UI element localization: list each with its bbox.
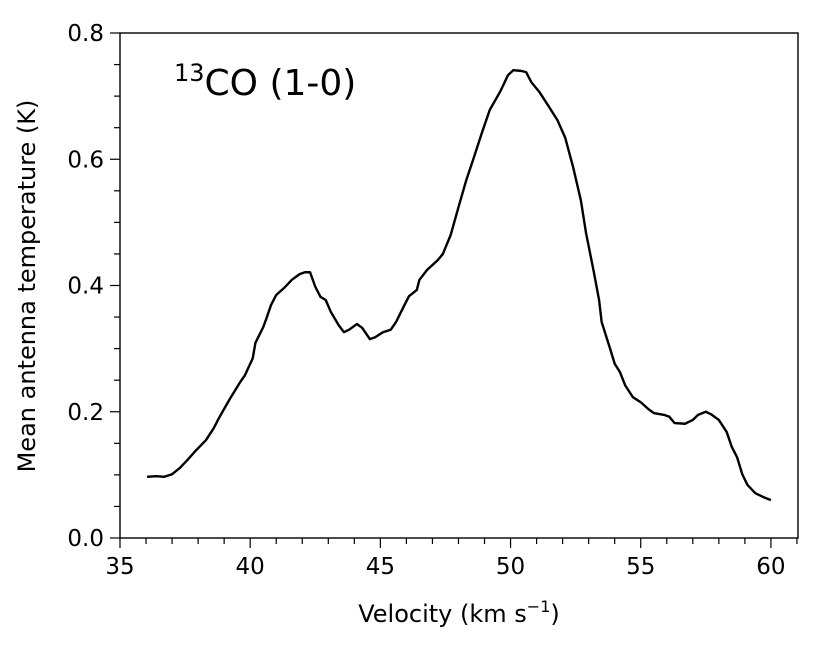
x-tick-label: 35 bbox=[105, 554, 134, 580]
y-axis-label: Mean antenna temperature (K) bbox=[13, 100, 41, 473]
x-tick-label: 60 bbox=[756, 554, 785, 580]
annotation-text: CO (1-0) bbox=[205, 63, 357, 104]
plot-frame bbox=[119, 32, 799, 539]
x-label-part: Velocity (km s bbox=[358, 600, 527, 628]
x-axis-label: Velocity (km s−1) bbox=[358, 597, 560, 628]
x-tick-label: 50 bbox=[496, 554, 525, 580]
x-tick-label: 55 bbox=[626, 554, 655, 580]
y-tick-label: 0.4 bbox=[67, 274, 104, 300]
line-series bbox=[146, 69, 772, 502]
annotation: 13CO (1-0) bbox=[174, 59, 356, 104]
x-tick-label: 40 bbox=[236, 554, 265, 580]
y-tick-label: 0.6 bbox=[67, 147, 104, 173]
y-tick-label: 0.2 bbox=[67, 400, 104, 426]
y-tick-label: 0.8 bbox=[67, 21, 104, 47]
y-tick-label: 0.0 bbox=[67, 526, 104, 552]
x-label-sup: −1 bbox=[527, 597, 551, 616]
x-tick-label: 45 bbox=[366, 554, 395, 580]
annotation-sup: 13 bbox=[174, 59, 205, 87]
x-label-part: ) bbox=[550, 600, 559, 628]
